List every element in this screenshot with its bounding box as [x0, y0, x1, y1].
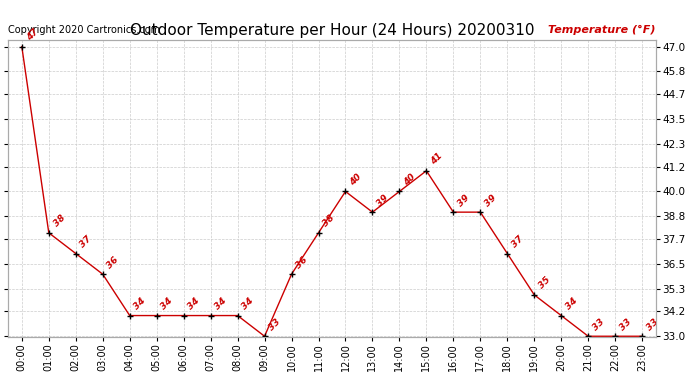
Text: 33: 33	[591, 317, 607, 332]
Text: 36: 36	[106, 255, 121, 270]
Text: 40: 40	[348, 172, 364, 187]
Text: 34: 34	[240, 296, 255, 311]
Text: 40: 40	[402, 172, 417, 187]
Text: 47: 47	[25, 27, 40, 42]
Title: Outdoor Temperature per Hour (24 Hours) 20200310: Outdoor Temperature per Hour (24 Hours) …	[130, 23, 534, 38]
Text: 39: 39	[483, 193, 498, 208]
Text: 34: 34	[159, 296, 175, 311]
Text: Copyright 2020 Cartronics.com: Copyright 2020 Cartronics.com	[8, 24, 161, 34]
Text: 34: 34	[132, 296, 148, 311]
Text: Temperature (°F): Temperature (°F)	[548, 24, 656, 34]
Text: 38: 38	[52, 213, 67, 229]
Text: 33: 33	[618, 317, 633, 332]
Text: 34: 34	[186, 296, 201, 311]
Text: 41: 41	[429, 152, 444, 166]
Text: 39: 39	[456, 193, 471, 208]
Text: 34: 34	[213, 296, 228, 311]
Text: 34: 34	[564, 296, 579, 311]
Text: 35: 35	[537, 276, 552, 291]
Text: 37: 37	[79, 234, 94, 249]
Text: 33: 33	[645, 317, 660, 332]
Text: 39: 39	[375, 193, 391, 208]
Text: 37: 37	[510, 234, 525, 249]
Text: 38: 38	[322, 213, 337, 229]
Text: 33: 33	[267, 317, 282, 332]
Text: 36: 36	[295, 255, 310, 270]
